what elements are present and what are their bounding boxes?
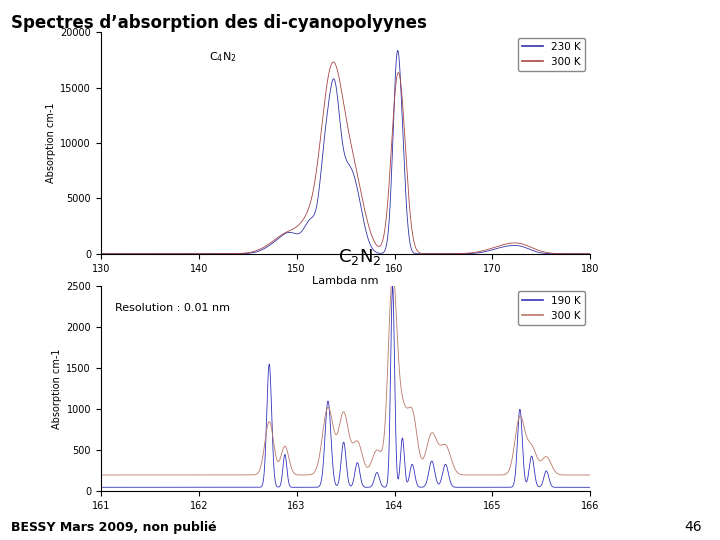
Text: Spectres d’absorption des di-cyanopolyynes: Spectres d’absorption des di-cyanopolyyn… — [11, 14, 427, 31]
Text: Resolution : 0.01 nm: Resolution : 0.01 nm — [115, 302, 230, 313]
Y-axis label: Absorption cm-1: Absorption cm-1 — [52, 348, 62, 429]
Text: C$_2$N$_2$: C$_2$N$_2$ — [338, 247, 382, 267]
Text: C$_4$N$_2$: C$_4$N$_2$ — [209, 50, 236, 64]
Legend: 190 K, 300 K: 190 K, 300 K — [518, 292, 585, 325]
Legend: 230 K, 300 K: 230 K, 300 K — [518, 38, 585, 71]
Text: 46: 46 — [685, 519, 702, 534]
Text: BESSY Mars 2009, non publié: BESSY Mars 2009, non publié — [11, 521, 217, 534]
Y-axis label: Absorption cm-1: Absorption cm-1 — [46, 103, 56, 184]
X-axis label: Lambda nm: Lambda nm — [312, 276, 379, 286]
